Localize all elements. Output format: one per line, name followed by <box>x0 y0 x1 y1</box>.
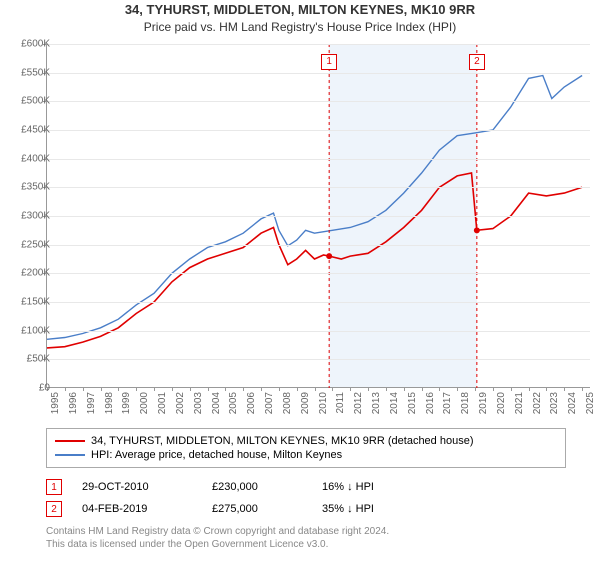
gridline-h <box>47 245 590 246</box>
x-axis-label: 2001 <box>157 392 168 414</box>
x-axis-label: 2024 <box>567 392 578 414</box>
x-axis-label: 2021 <box>514 392 525 414</box>
chart-title-address: 34, TYHURST, MIDDLETON, MILTON KEYNES, M… <box>0 2 600 17</box>
x-axis-label: 2000 <box>139 392 150 414</box>
gridline-h <box>47 73 590 74</box>
legend-label-hpi: HPI: Average price, detached house, Milt… <box>91 449 342 461</box>
x-axis-label: 2005 <box>228 392 239 414</box>
gridline-h <box>47 101 590 102</box>
footer-licence: This data is licensed under the Open Gov… <box>46 538 389 551</box>
sale-point-dot <box>474 227 480 233</box>
gridline-h <box>47 159 590 160</box>
x-axis-label: 2016 <box>425 392 436 414</box>
sale-point-dot <box>326 253 332 259</box>
x-axis-label: 2017 <box>442 392 453 414</box>
footer-copyright: Contains HM Land Registry data © Crown c… <box>46 525 389 538</box>
x-axis-label: 1997 <box>86 392 97 414</box>
y-axis-label: £50K <box>6 354 50 365</box>
x-axis-label: 2011 <box>335 392 346 414</box>
gridline-h <box>47 302 590 303</box>
x-axis-label: 1996 <box>68 392 79 414</box>
y-axis-label: £200K <box>6 268 50 279</box>
series-hpi <box>47 76 582 340</box>
sale-date-2: 04-FEB-2019 <box>82 503 192 515</box>
sale-row-1: 1 29-OCT-2010 £230,000 16% ↓ HPI <box>46 476 566 498</box>
x-axis-label: 2003 <box>193 392 204 414</box>
x-axis-label: 2012 <box>353 392 364 414</box>
y-axis-label: £150K <box>6 297 50 308</box>
sale-delta-2: 35% ↓ HPI <box>322 503 374 515</box>
x-axis-label: 2014 <box>389 392 400 414</box>
chart-plot-area: 12 <box>46 44 590 388</box>
y-axis-label: £400K <box>6 153 50 164</box>
x-axis-label: 2009 <box>300 392 311 414</box>
x-axis-label: 2006 <box>246 392 257 414</box>
legend-item-property: 34, TYHURST, MIDDLETON, MILTON KEYNES, M… <box>55 434 557 448</box>
chart-titles: 34, TYHURST, MIDDLETON, MILTON KEYNES, M… <box>0 2 600 34</box>
x-axis-label: 2018 <box>460 392 471 414</box>
chart-footer: Contains HM Land Registry data © Crown c… <box>46 525 389 551</box>
price-chart-container: 34, TYHURST, MIDDLETON, MILTON KEYNES, M… <box>0 2 600 562</box>
y-axis-label: £300K <box>6 211 50 222</box>
x-axis-label: 1995 <box>50 392 61 414</box>
sale-row-2: 2 04-FEB-2019 £275,000 35% ↓ HPI <box>46 498 566 520</box>
chart-legend: 34, TYHURST, MIDDLETON, MILTON KEYNES, M… <box>46 428 566 468</box>
x-axis-label: 2025 <box>585 392 596 414</box>
gridline-h <box>47 331 590 332</box>
x-axis-label: 1998 <box>104 392 115 414</box>
y-axis-label: £100K <box>6 325 50 336</box>
sale-marker-1: 1 <box>46 479 62 495</box>
gridline-h <box>47 273 590 274</box>
legend-item-hpi: HPI: Average price, detached house, Milt… <box>55 448 557 462</box>
gridline-h <box>47 130 590 131</box>
y-axis-label: £350K <box>6 182 50 193</box>
x-axis-label: 2022 <box>532 392 543 414</box>
gridline-h <box>47 44 590 45</box>
x-axis-label: 1999 <box>121 392 132 414</box>
sale-marker-box: 2 <box>469 54 485 70</box>
legend-label-property: 34, TYHURST, MIDDLETON, MILTON KEYNES, M… <box>91 435 474 447</box>
x-axis-label: 2023 <box>549 392 560 414</box>
gridline-h <box>47 359 590 360</box>
legend-swatch-hpi <box>55 454 85 456</box>
y-axis-label: £0 <box>6 383 50 394</box>
chart-subtitle: Price paid vs. HM Land Registry's House … <box>0 20 600 34</box>
y-axis-label: £450K <box>6 125 50 136</box>
series-property <box>47 173 582 348</box>
x-axis-label: 2010 <box>318 392 329 414</box>
sales-table: 1 29-OCT-2010 £230,000 16% ↓ HPI 2 04-FE… <box>46 476 566 520</box>
x-axis-label: 2015 <box>407 392 418 414</box>
y-axis-label: £250K <box>6 239 50 250</box>
legend-swatch-property <box>55 440 85 442</box>
x-axis-label: 2019 <box>478 392 489 414</box>
sale-marker-2: 2 <box>46 501 62 517</box>
y-axis-label: £600K <box>6 39 50 50</box>
sale-price-2: £275,000 <box>212 503 302 515</box>
gridline-h <box>47 187 590 188</box>
x-axis-label: 2007 <box>264 392 275 414</box>
x-axis-label: 2020 <box>496 392 507 414</box>
x-axis-label: 2008 <box>282 392 293 414</box>
sale-marker-box: 1 <box>321 54 337 70</box>
x-axis-label: 2013 <box>371 392 382 414</box>
x-axis-label: 2004 <box>211 392 222 414</box>
gridline-h <box>47 216 590 217</box>
sale-delta-1: 16% ↓ HPI <box>322 481 374 493</box>
y-axis-label: £500K <box>6 96 50 107</box>
sale-date-1: 29-OCT-2010 <box>82 481 192 493</box>
y-axis-label: £550K <box>6 67 50 78</box>
sale-price-1: £230,000 <box>212 481 302 493</box>
x-axis-label: 2002 <box>175 392 186 414</box>
